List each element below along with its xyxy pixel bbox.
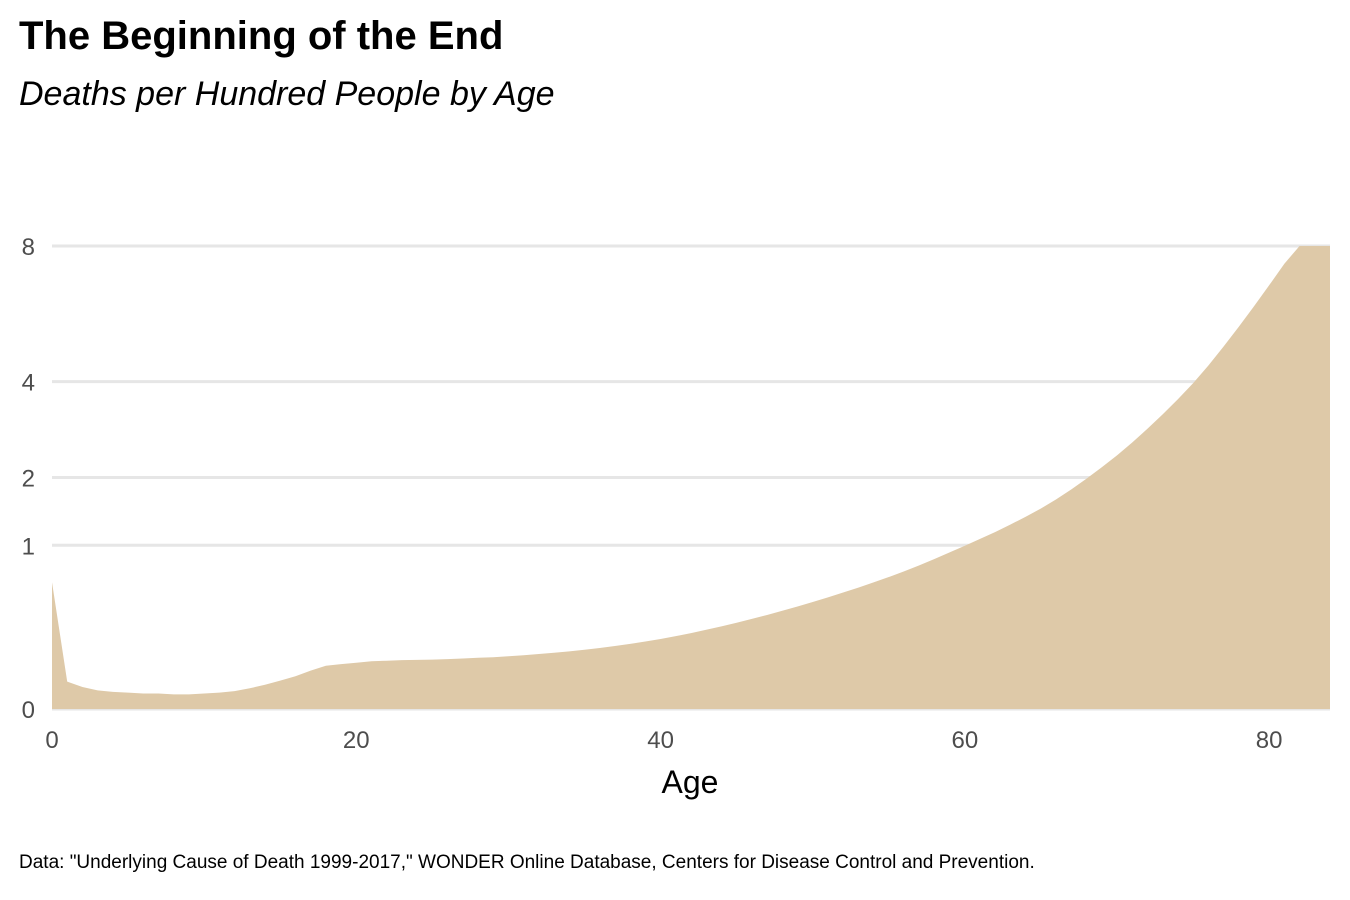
x-tick-label-40: 40 <box>647 727 674 754</box>
chart-title: The Beginning of the End <box>19 14 504 58</box>
area-series-0 <box>52 246 1330 709</box>
x-tick-label-20: 20 <box>343 727 370 754</box>
y-axis-ticks: 0 1 2 4 8 <box>22 234 35 724</box>
x-axis-ticks: 0 20 40 60 80 <box>45 727 1282 754</box>
x-tick-label-80: 80 <box>1256 727 1283 754</box>
y-tick-label-8: 8 <box>22 234 35 261</box>
x-axis-title: Age <box>662 764 719 800</box>
area-layer <box>52 246 1330 709</box>
x-tick-label-60: 60 <box>952 727 979 754</box>
y-tick-label-0: 0 <box>22 697 35 724</box>
y-tick-label-4: 4 <box>22 370 35 397</box>
chart-subtitle: Deaths per Hundred People by Age <box>19 75 555 113</box>
x-tick-label-0: 0 <box>45 727 58 754</box>
y-tick-label-1: 1 <box>22 533 35 560</box>
chart-caption: Data: "Underlying Cause of Death 1999-20… <box>19 852 1035 873</box>
y-tick-label-2: 2 <box>22 466 35 493</box>
